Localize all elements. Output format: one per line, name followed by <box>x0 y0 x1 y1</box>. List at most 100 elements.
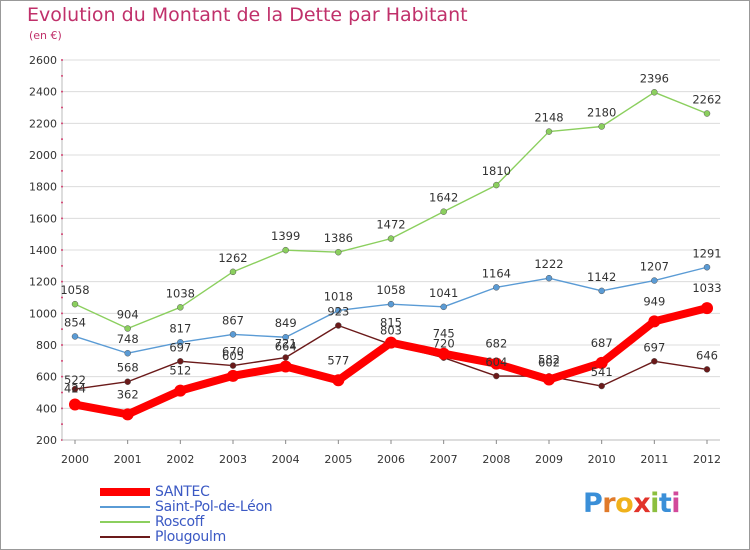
data-point <box>279 360 292 373</box>
legend-label: SANTEC <box>155 483 210 500</box>
y-minor-tick <box>61 185 63 188</box>
data-label: 687 <box>591 336 613 350</box>
data-label: 2180 <box>587 106 616 120</box>
data-point <box>387 235 395 242</box>
y-minor-tick <box>61 217 63 220</box>
data-label: 602 <box>538 355 560 369</box>
data-point <box>493 181 500 189</box>
data-label: 682 <box>485 337 507 351</box>
data-point <box>595 356 608 369</box>
data-point <box>332 374 345 387</box>
data-point <box>177 304 184 311</box>
y-tick-label: 2600 <box>29 54 57 67</box>
y-minor-tick <box>61 59 63 61</box>
data-point <box>229 362 237 369</box>
data-label: 582 <box>538 353 560 367</box>
data-label: 522 <box>64 373 86 387</box>
data-point <box>701 302 713 315</box>
data-label: 1810 <box>482 164 511 178</box>
y-minor-tick <box>61 74 63 77</box>
data-point <box>71 385 79 393</box>
y-minor-tick <box>61 154 63 156</box>
y-tick-label: 1400 <box>29 244 57 257</box>
data-label: 646 <box>696 348 718 362</box>
data-label: 2148 <box>534 111 563 125</box>
data-label: 670 <box>222 345 244 359</box>
data-label: 1207 <box>640 260 669 274</box>
chart-subtitle: (en €) <box>29 29 62 42</box>
data-label: 849 <box>275 316 297 330</box>
y-minor-tick <box>61 249 63 251</box>
data-point <box>703 366 711 373</box>
x-tick-label: 2010 <box>588 453 616 466</box>
data-point <box>651 277 658 284</box>
y-minor-tick <box>61 344 63 346</box>
data-label: 803 <box>380 324 402 338</box>
legend-item: Roscoff <box>100 514 272 530</box>
data-point <box>124 349 131 357</box>
data-label: 1038 <box>166 286 195 300</box>
y-tick-label: 600 <box>36 371 57 384</box>
y-tick-label: 2200 <box>29 117 57 130</box>
data-label: 923 <box>327 305 349 319</box>
data-point <box>335 307 342 314</box>
x-tick-label: 2001 <box>114 453 142 466</box>
data-point <box>598 382 605 390</box>
data-point <box>174 384 187 397</box>
y-minor-tick <box>61 423 63 426</box>
data-label: 541 <box>591 365 613 379</box>
data-point <box>387 300 395 308</box>
data-point <box>335 248 342 256</box>
y-minor-tick <box>61 138 63 141</box>
y-minor-tick <box>61 407 63 410</box>
y-minor-tick <box>61 280 63 283</box>
data-label: 949 <box>643 294 665 308</box>
data-label: 720 <box>433 337 455 351</box>
y-minor-tick <box>61 328 63 331</box>
data-point <box>648 315 661 328</box>
data-point <box>124 378 131 385</box>
legend-swatch <box>100 505 150 508</box>
x-tick-label: 2012 <box>693 453 721 466</box>
data-label: 1033 <box>692 281 721 295</box>
data-point <box>335 322 342 329</box>
data-point <box>177 358 184 365</box>
data-label: 1642 <box>429 191 458 205</box>
data-label: 1018 <box>324 289 353 303</box>
legend-label: Saint-Pol-de-Léon <box>155 498 273 515</box>
data-point <box>282 246 289 254</box>
y-tick-label: 1000 <box>29 307 57 320</box>
data-label: 2396 <box>640 71 669 85</box>
data-point <box>651 358 658 365</box>
data-point <box>651 89 658 96</box>
data-label: 424 <box>64 382 86 396</box>
x-tick-label: 2006 <box>377 453 405 466</box>
chart-title: Evolution du Montant de la Dette par Hab… <box>27 4 468 26</box>
data-label: 697 <box>169 340 191 354</box>
legend-label: Plougoulm <box>155 528 226 545</box>
x-tick-label: 2003 <box>219 453 247 466</box>
data-label: 577 <box>327 353 349 367</box>
y-tick-label: 2400 <box>29 86 57 99</box>
y-tick-label: 400 <box>36 402 57 415</box>
y-minor-tick <box>61 106 63 109</box>
data-point <box>543 373 555 386</box>
proxiti-logo: Proxiti <box>583 488 681 519</box>
x-tick-label: 2009 <box>535 453 563 466</box>
data-point <box>71 300 79 308</box>
data-label: 568 <box>117 361 139 375</box>
legend-item: Saint-Pol-de-Léon <box>100 498 273 515</box>
data-point <box>703 264 711 271</box>
y-minor-tick <box>61 201 63 204</box>
x-tick-label: 2004 <box>272 453 300 466</box>
data-label: 1164 <box>482 266 511 280</box>
legend-item: Plougoulm <box>100 528 272 545</box>
data-label: 664 <box>275 340 297 354</box>
y-tick-label: 800 <box>36 339 57 352</box>
data-point <box>177 339 184 346</box>
y-minor-tick <box>61 122 63 125</box>
data-point <box>385 336 397 349</box>
x-tick-label: 2007 <box>430 453 458 466</box>
data-point <box>282 354 289 361</box>
